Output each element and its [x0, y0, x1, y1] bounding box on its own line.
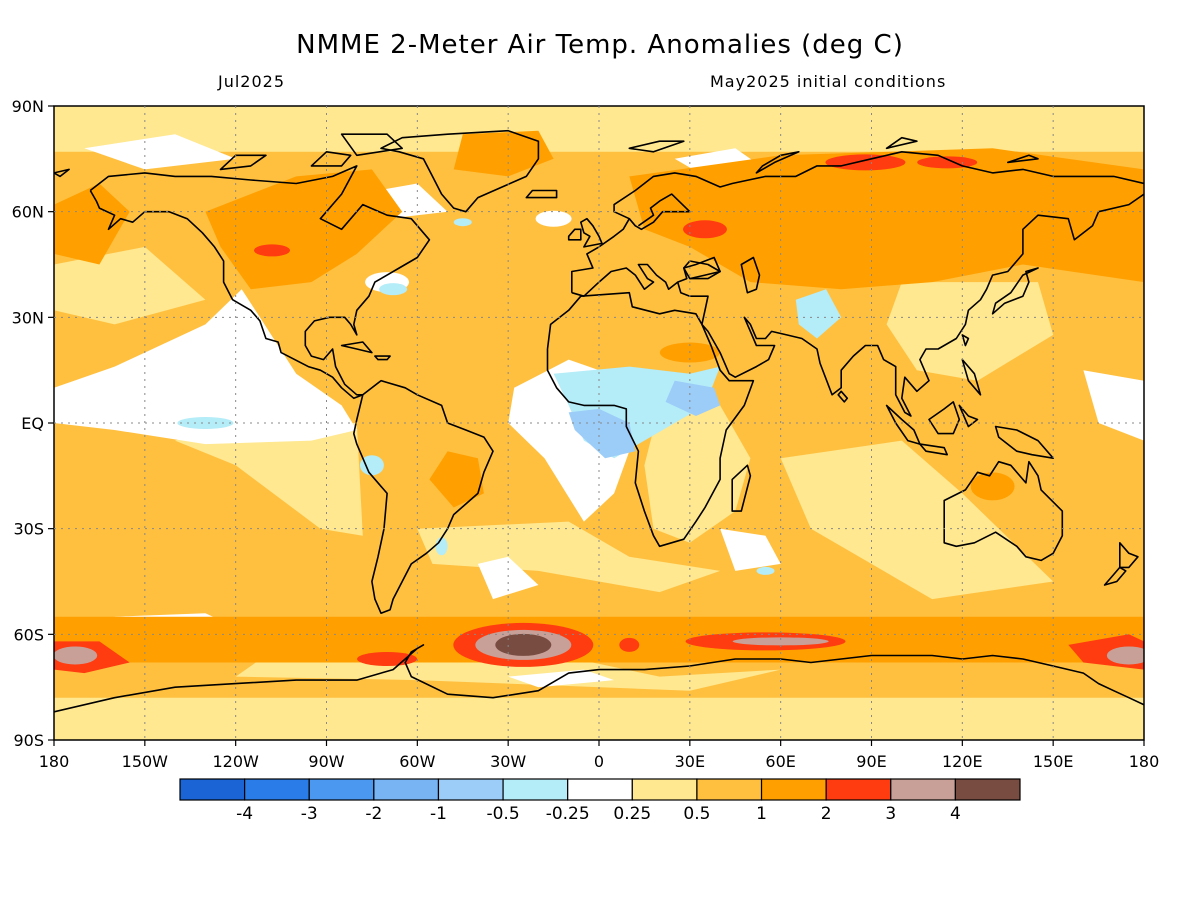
- lon-tick-label: 150W: [122, 752, 169, 771]
- lat-tick-label: 60S: [13, 625, 44, 644]
- colorbar-label: 2: [821, 804, 832, 824]
- colorbar-label: -2: [365, 804, 382, 824]
- colorbar-swatch: [437, 778, 504, 801]
- colorbar-label: 4: [950, 804, 961, 824]
- colorbar-label: -0.25: [546, 804, 590, 824]
- valid-month-label: Jul2025: [217, 72, 285, 91]
- lat-tick-label: 30N: [12, 308, 44, 327]
- colorbar-swatch: [825, 778, 892, 801]
- lat-tick-label: 90S: [13, 731, 44, 750]
- colorbar-swatch: [179, 778, 246, 801]
- lat-tick-label: EQ: [21, 414, 44, 433]
- colorbar-swatch: [502, 778, 569, 801]
- lon-tick-label: 60W: [399, 752, 435, 771]
- lon-tick-label: 0: [594, 752, 604, 771]
- lon-tick-label: 30W: [490, 752, 526, 771]
- colorbar-label: -0.5: [486, 804, 519, 824]
- lon-tick-label: 30E: [675, 752, 705, 771]
- graticule: [54, 106, 1144, 740]
- colorbar-swatch: [308, 778, 375, 801]
- colorbar-swatch: [244, 778, 310, 801]
- initial-conditions-label: May2025 initial conditions: [710, 72, 946, 91]
- lon-tick-label: 120W: [212, 752, 259, 771]
- colorbar-swatch: [373, 778, 440, 801]
- colorbar-label: 3: [885, 804, 896, 824]
- colorbar-label: -3: [301, 804, 318, 824]
- colorbar-swatch: [954, 778, 1021, 801]
- colorbar-label: -4: [236, 804, 253, 824]
- lon-tick-label: 180: [1129, 752, 1160, 771]
- colorbar-swatch: [631, 778, 698, 801]
- colorbar-swatch: [696, 778, 763, 801]
- lon-tick-label: 60E: [765, 752, 795, 771]
- colorbar-label: 1: [756, 804, 767, 824]
- colorbar-legend: -4 -3 -2 -1 -0.5 -0.25 0.25 0.5 1 2 3 4: [179, 778, 1021, 824]
- lat-tick-label: 90N: [12, 97, 44, 116]
- lon-tick-label: 90W: [308, 752, 344, 771]
- colorbar-label: -1: [430, 804, 447, 824]
- figure-title: NMME 2-Meter Air Temp. Anomalies (deg C): [296, 30, 904, 60]
- lon-tick-label: 90E: [856, 752, 886, 771]
- colorbar-swatch: [760, 778, 827, 801]
- lon-tick-label: 120E: [942, 752, 983, 771]
- longitude-axis: 180 150W 120W 90W 60W 30W 0 30E 60E 90E 120E 150E 18…: [39, 740, 1160, 771]
- lon-tick-label: 180: [39, 752, 70, 771]
- latitude-axis: 90N 60N 30N EQ 30S 60S 90S: [12, 97, 54, 750]
- lon-tick-label: 150E: [1033, 752, 1074, 771]
- colorbar-swatch: [890, 778, 956, 801]
- colorbar-label: 0.5: [683, 804, 710, 824]
- colorbar-swatch: [567, 778, 633, 801]
- colorbar-label: 0.25: [613, 804, 651, 824]
- lat-tick-label: 60N: [12, 203, 44, 222]
- lat-tick-label: 30S: [13, 520, 44, 539]
